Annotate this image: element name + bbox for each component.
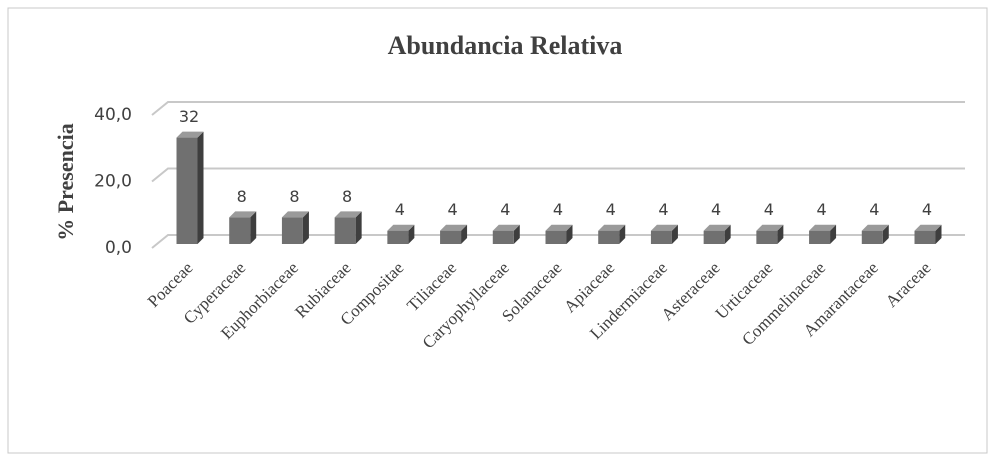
- value-label: 4: [922, 200, 932, 219]
- bar-top: [650, 224, 678, 231]
- bar-side: [566, 224, 573, 244]
- bar-side: [250, 211, 257, 244]
- bar-top: [861, 224, 889, 231]
- bar-top: [176, 131, 204, 138]
- bar: [914, 224, 942, 244]
- bar-front: [492, 230, 514, 244]
- value-label: 4: [447, 200, 457, 219]
- y-tick-label: 40,0: [94, 105, 132, 125]
- bar-front: [703, 230, 725, 244]
- bar-top: [914, 224, 942, 231]
- bar-top: [440, 224, 468, 231]
- bar-side: [777, 224, 784, 244]
- chart-title: Abundancia Relativa: [388, 31, 623, 60]
- bar-side: [355, 211, 362, 244]
- y-tick-label: 20,0: [94, 172, 132, 192]
- bar: [492, 224, 520, 244]
- bar: [861, 224, 889, 244]
- value-label: 4: [500, 200, 510, 219]
- bar-side: [882, 224, 889, 244]
- grid-line: [151, 167, 965, 183]
- bar-front: [387, 230, 409, 244]
- bar-front: [229, 217, 251, 244]
- value-label: 4: [658, 200, 668, 219]
- value-label: 8: [342, 187, 352, 206]
- value-label: 4: [395, 200, 405, 219]
- value-label: 4: [816, 200, 826, 219]
- value-label: 32: [179, 107, 199, 126]
- bar: [387, 224, 415, 244]
- value-label: 8: [237, 187, 247, 206]
- bar-front: [598, 230, 620, 244]
- bar-side: [830, 224, 837, 244]
- bar-front: [334, 217, 356, 244]
- bar-top: [703, 224, 731, 231]
- value-label: 4: [711, 200, 721, 219]
- bar: [650, 224, 678, 244]
- bar-side: [671, 224, 678, 244]
- bar-front: [861, 230, 883, 244]
- bar-front: [650, 230, 672, 244]
- bar-side: [408, 224, 415, 244]
- bar: [703, 224, 731, 244]
- bar-front: [545, 230, 567, 244]
- bar: [176, 131, 204, 244]
- bar: [334, 211, 362, 244]
- value-label: 4: [764, 200, 774, 219]
- bar-top: [229, 211, 257, 218]
- bar: [756, 224, 784, 244]
- bar-side: [724, 224, 731, 244]
- bar-front: [756, 230, 778, 244]
- bar: [229, 211, 257, 244]
- bar-side: [619, 224, 626, 244]
- grid-line: [151, 101, 965, 116]
- value-label: 8: [289, 187, 299, 206]
- bar-top: [809, 224, 837, 231]
- value-label: 4: [869, 200, 879, 219]
- value-label: 4: [553, 200, 563, 219]
- bar-top: [281, 211, 309, 218]
- bar-side: [302, 211, 309, 244]
- bar: [440, 224, 468, 244]
- bar-top: [598, 224, 626, 231]
- bar-top: [387, 224, 415, 231]
- bar-side: [461, 224, 468, 244]
- y-tick-label: 0,0: [105, 238, 132, 258]
- y-axis-label: % Presencia: [53, 123, 78, 241]
- bar-top: [545, 224, 573, 231]
- bar-side: [935, 224, 942, 244]
- bar-side: [513, 224, 520, 244]
- bar-top: [334, 211, 362, 218]
- bar-side: [197, 131, 204, 244]
- bar-front: [914, 230, 936, 244]
- grid-line: [151, 234, 965, 249]
- bar: [809, 224, 837, 244]
- bar-top: [756, 224, 784, 231]
- value-label: 4: [606, 200, 616, 219]
- bar-front: [809, 230, 831, 244]
- bar: [598, 224, 626, 244]
- bar: [281, 211, 309, 244]
- bar: [545, 224, 573, 244]
- bar-top: [492, 224, 520, 231]
- bar-front: [440, 230, 462, 244]
- bar-front: [176, 137, 198, 244]
- bar-front: [281, 217, 303, 244]
